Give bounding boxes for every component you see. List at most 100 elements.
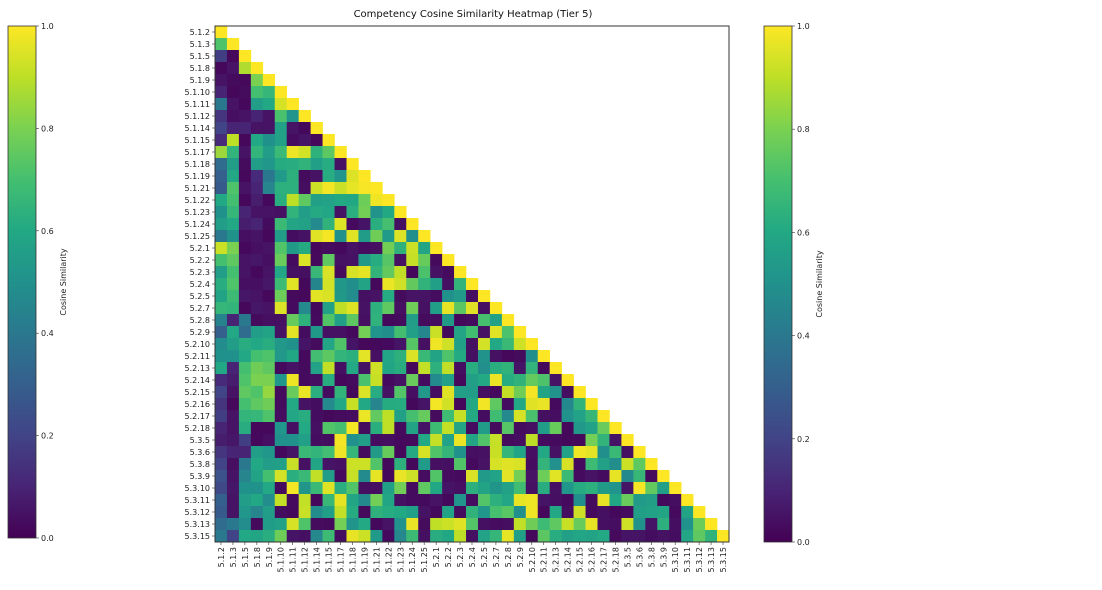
heatmap-cell	[250, 218, 264, 231]
heatmap-cell	[238, 290, 252, 303]
heatmap-cell	[513, 350, 527, 363]
heatmap-cell	[310, 482, 323, 495]
heatmap-cell	[489, 434, 503, 447]
y-tick-label: 5.3.9	[190, 472, 210, 481]
heatmap-cell	[238, 122, 252, 135]
heatmap-cell	[430, 314, 443, 327]
heatmap-cell	[310, 350, 323, 363]
heatmap-cell	[430, 494, 443, 507]
heatmap-cell	[454, 362, 467, 375]
heatmap-cell	[358, 278, 371, 291]
heatmap-cell	[466, 278, 479, 291]
x-tick-label: 5.3.9	[659, 547, 668, 567]
heatmap-cell	[621, 506, 634, 519]
heatmap-cell	[442, 374, 455, 387]
heatmap-cell	[215, 494, 228, 507]
heatmap-cell	[262, 98, 276, 111]
heatmap-cell	[561, 506, 574, 519]
heatmap-cell	[358, 206, 371, 219]
heatmap-cell	[477, 530, 491, 543]
heatmap-cell	[334, 218, 347, 231]
heatmap-cell	[394, 266, 407, 279]
heatmap-cell	[466, 470, 479, 483]
heatmap-cell	[370, 410, 383, 423]
heatmap-cell	[418, 518, 431, 531]
heatmap-cell	[525, 506, 539, 519]
heatmap-cell	[298, 242, 311, 255]
heatmap-cell	[226, 398, 240, 411]
heatmap-cell	[226, 290, 240, 303]
heatmap-cell	[322, 398, 335, 411]
heatmap-cell	[334, 338, 347, 351]
heatmap-cell	[215, 62, 228, 75]
heatmap-cell	[322, 362, 335, 375]
heatmap-cell	[370, 278, 383, 291]
x-tick-label: 5.2.17	[599, 547, 608, 572]
heatmap-cell	[489, 518, 503, 531]
heatmap-cell	[430, 482, 443, 495]
heatmap-cell	[215, 362, 228, 375]
heatmap-cell	[394, 410, 407, 423]
heatmap-cell	[549, 482, 562, 495]
heatmap-cell	[394, 326, 407, 339]
heatmap-cell	[394, 290, 407, 303]
heatmap-cell	[322, 446, 335, 459]
heatmap-cell	[274, 170, 288, 183]
y-tick-label: 5.1.14	[185, 124, 210, 133]
heatmap-cell	[406, 230, 419, 243]
heatmap-cell	[358, 350, 371, 363]
heatmap-cell	[597, 506, 610, 519]
heatmap-cell	[215, 314, 228, 327]
heatmap-cell	[585, 458, 598, 471]
heatmap-cell	[286, 134, 299, 147]
y-tick-label: 5.2.11	[185, 352, 210, 361]
heatmap-cell	[226, 38, 240, 51]
y-tick-label: 5.1.18	[185, 160, 210, 169]
heatmap-cell	[262, 482, 276, 495]
heatmap-cell	[262, 362, 276, 375]
heatmap-cell	[215, 506, 228, 519]
heatmap-cell	[394, 434, 407, 447]
y-tick-label: 5.1.22	[185, 196, 210, 205]
heatmap-cell	[334, 446, 347, 459]
heatmap-cell	[274, 158, 288, 171]
heatmap-cell	[238, 530, 252, 543]
heatmap-cell	[334, 434, 347, 447]
heatmap-cell	[585, 410, 598, 423]
heatmap-cell	[358, 326, 371, 339]
heatmap-cell	[310, 518, 323, 531]
heatmap-cell	[525, 362, 539, 375]
heatmap-cell	[262, 146, 276, 159]
heatmap-cell	[657, 530, 670, 543]
heatmap-cell	[215, 410, 228, 423]
heatmap-cell	[346, 326, 359, 339]
y-tick-label: 5.1.5	[190, 52, 210, 61]
heatmap-cell	[322, 158, 335, 171]
heatmap-cell	[537, 386, 550, 399]
heatmap-cell	[322, 518, 335, 531]
heatmap-cell	[250, 86, 264, 99]
heatmap-cell	[358, 494, 371, 507]
heatmap-cell	[262, 506, 276, 519]
y-tick-label: 5.3.10	[185, 484, 210, 493]
heatmap-cell	[609, 446, 622, 459]
heatmap-cell	[477, 506, 491, 519]
heatmap-cell	[585, 506, 598, 519]
chart-title: Competency Cosine Similarity Heatmap (Ti…	[354, 9, 593, 20]
heatmap-cell	[394, 278, 407, 291]
heatmap-cell	[477, 422, 491, 435]
heatmap-cell	[418, 506, 431, 519]
heatmap-cell	[477, 482, 491, 495]
heatmap-cell	[250, 302, 264, 315]
heatmap-cell	[238, 266, 252, 279]
heatmap-cell	[310, 182, 323, 195]
heatmap-cell	[238, 470, 252, 483]
heatmap-cell	[382, 266, 395, 279]
heatmap-cell	[346, 398, 359, 411]
heatmap-cell	[382, 374, 395, 387]
heatmap-cell	[418, 482, 431, 495]
heatmap-cell	[334, 470, 347, 483]
heatmap-cell	[226, 50, 240, 63]
heatmap-cell	[394, 422, 407, 435]
heatmap-cell	[310, 362, 323, 375]
